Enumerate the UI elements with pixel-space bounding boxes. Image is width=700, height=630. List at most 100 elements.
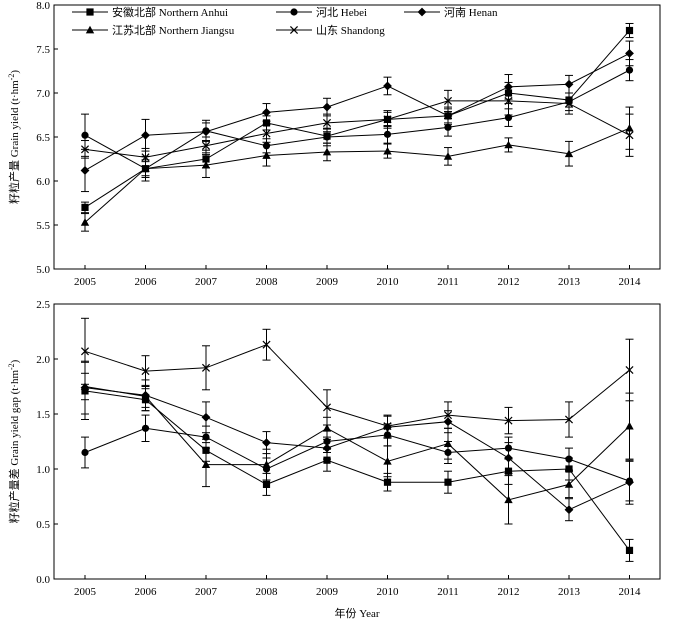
data-point bbox=[565, 455, 573, 463]
data-point bbox=[141, 130, 150, 140]
data-point bbox=[383, 115, 392, 124]
series-line bbox=[84, 100, 630, 158]
y-axis-label: 籽粒产量 Grain yield (t·hm-2) bbox=[7, 70, 21, 204]
x-tick-label: 2011 bbox=[437, 276, 459, 288]
legend-label: 安徽北部 Northern Anhui bbox=[112, 5, 228, 19]
series-diamond bbox=[80, 360, 634, 522]
data-point bbox=[625, 26, 634, 35]
data-point bbox=[625, 131, 634, 140]
data-point bbox=[383, 457, 392, 465]
data-point bbox=[504, 495, 513, 504]
series-triangle bbox=[80, 106, 634, 232]
series-line bbox=[84, 69, 630, 170]
x-tick-label: 2012 bbox=[498, 276, 520, 288]
series-line bbox=[84, 30, 630, 208]
legend-item: 江苏北部 Northern Jiangsu bbox=[72, 23, 235, 37]
data-point bbox=[262, 107, 271, 117]
data-point bbox=[201, 363, 211, 372]
grain-yield-gap-chart: 0.0 0.5 1.0 1.5 2.0 2.5 2005 2006 2007 2008 2009 20… bbox=[7, 299, 661, 620]
data-point bbox=[625, 477, 634, 487]
data-point bbox=[262, 119, 271, 127]
data-point bbox=[141, 367, 150, 376]
data-point bbox=[80, 347, 90, 356]
y-tick-label: 1.0 bbox=[36, 464, 50, 476]
data-point bbox=[625, 546, 634, 554]
data-point bbox=[141, 164, 150, 173]
data-point bbox=[504, 140, 513, 149]
data-point bbox=[323, 456, 331, 464]
legend-marker bbox=[290, 8, 298, 16]
series-circle bbox=[81, 414, 634, 502]
legend-item: 安徽北部 Northern Anhui bbox=[72, 5, 228, 19]
data-point bbox=[625, 365, 634, 375]
data-point bbox=[262, 480, 271, 488]
y-tick-label: 5.5 bbox=[36, 220, 50, 232]
x-tick-label: 2005 bbox=[74, 276, 97, 288]
x-tick-label: 2010 bbox=[377, 276, 400, 288]
data-point bbox=[322, 147, 332, 156]
legend-item: 山东 Shandong bbox=[276, 24, 385, 37]
x-tick-label: 2007 bbox=[195, 586, 218, 598]
series-triangle bbox=[80, 372, 634, 525]
data-point bbox=[201, 141, 211, 150]
data-point bbox=[564, 79, 574, 89]
data-point bbox=[383, 130, 392, 138]
legend: 安徽北部 Northern Anhui 河北 Hebei 河南 Henan 江苏北部 … bbox=[72, 5, 498, 37]
data-point bbox=[322, 102, 332, 112]
y-axis-label: 籽粒产量差 Grain yield gap (t·hm-2) bbox=[7, 359, 21, 523]
data-point bbox=[504, 453, 513, 463]
x-tick-label: 2014 bbox=[619, 586, 642, 598]
data-point bbox=[383, 146, 392, 155]
data-point bbox=[504, 416, 513, 425]
x-tick-label: 2008 bbox=[256, 586, 279, 598]
data-point bbox=[564, 415, 574, 424]
y-tick-label: 0.0 bbox=[36, 574, 50, 586]
data-point bbox=[262, 340, 271, 349]
y-tick-label: 7.0 bbox=[36, 88, 50, 100]
x-tick-label: 2005 bbox=[74, 586, 97, 598]
legend-label: 江苏北部 Northern Jiangsu bbox=[112, 23, 235, 37]
data-point bbox=[564, 480, 574, 488]
grain-yield-chart: 5.0 5.5 6.0 6.5 7.0 7.5 8.0 2005 2006 2007 2008 200… bbox=[7, 0, 661, 288]
data-point bbox=[202, 433, 210, 441]
data-point bbox=[564, 99, 574, 108]
data-point bbox=[625, 421, 634, 430]
data-point bbox=[141, 392, 150, 400]
x-tick-label: 2008 bbox=[256, 276, 279, 288]
data-point bbox=[201, 127, 211, 137]
series-line bbox=[84, 427, 630, 482]
series-x bbox=[80, 86, 634, 167]
x-tick-label: 2013 bbox=[558, 586, 581, 598]
data-point bbox=[383, 478, 392, 486]
legend-marker bbox=[417, 7, 427, 17]
data-point bbox=[322, 403, 332, 412]
y-tick-label: 8.0 bbox=[36, 0, 50, 12]
x-tick-label: 2006 bbox=[135, 276, 158, 288]
y-tick-label: 1.5 bbox=[36, 409, 50, 421]
data-point bbox=[443, 152, 453, 160]
x-tick-label: 2009 bbox=[316, 276, 339, 288]
data-point bbox=[444, 478, 452, 486]
data-point bbox=[322, 118, 332, 127]
data-point bbox=[262, 438, 271, 447]
data-point bbox=[262, 129, 271, 138]
series-line bbox=[84, 52, 630, 171]
legend-item: 河南 Henan bbox=[404, 6, 498, 19]
data-point bbox=[504, 96, 513, 105]
series-line bbox=[84, 390, 630, 551]
y-tick-label: 2.5 bbox=[36, 299, 50, 311]
data-point bbox=[443, 111, 453, 121]
data-point bbox=[383, 81, 392, 91]
data-point bbox=[564, 505, 574, 515]
data-point bbox=[262, 151, 271, 159]
series-square bbox=[81, 361, 634, 562]
x-tick-label: 2006 bbox=[135, 586, 158, 598]
x-tick-label: 2007 bbox=[195, 276, 218, 288]
data-point bbox=[383, 422, 392, 431]
series-line bbox=[84, 387, 630, 511]
x-tick-label: 2010 bbox=[377, 586, 400, 598]
legend-item: 河北 Hebei bbox=[276, 6, 367, 19]
legend-marker bbox=[85, 25, 95, 34]
data-point bbox=[81, 131, 89, 139]
